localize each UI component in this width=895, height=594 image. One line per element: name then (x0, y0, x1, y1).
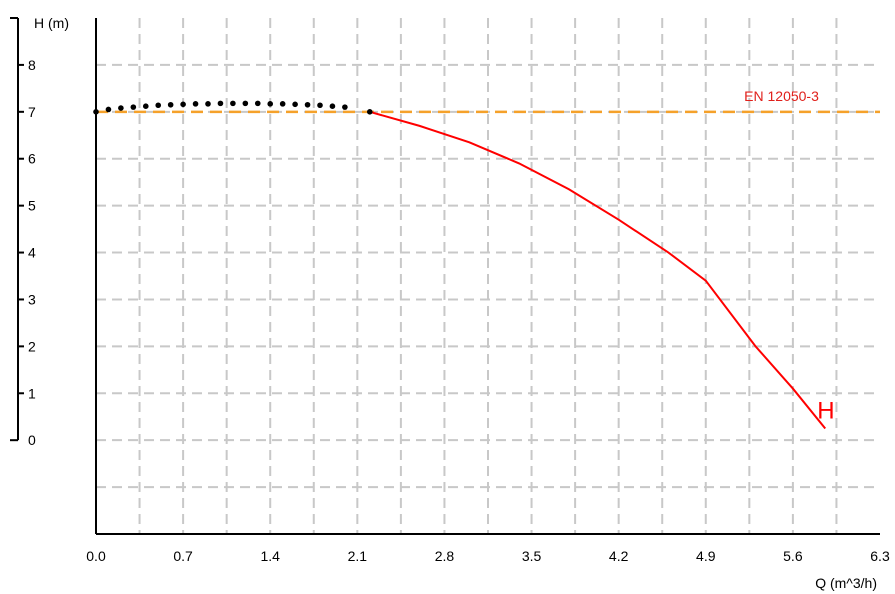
data-point (118, 105, 124, 111)
x-axis-label: Q (m^3/h) (815, 575, 877, 591)
y-tick-label: 8 (28, 57, 36, 73)
data-point (329, 103, 336, 109)
x-tick-label: 2.8 (435, 548, 455, 564)
grid-lines (96, 18, 880, 534)
data-point (205, 101, 211, 107)
x-tick-label: 1.4 (260, 548, 280, 564)
data-point (366, 109, 373, 115)
plot-series (93, 100, 827, 430)
data-point (217, 100, 224, 107)
data-point (155, 102, 162, 109)
data-point (142, 103, 149, 109)
x-tick-label: 0.7 (173, 548, 193, 564)
y-tick-label: 5 (28, 198, 36, 214)
x-tick-label: 4.2 (609, 548, 629, 564)
x-tick-label: 2.1 (348, 548, 368, 564)
data-point (279, 101, 286, 107)
data-point (242, 100, 249, 107)
x-tick-label: 3.5 (522, 548, 542, 564)
data-point (105, 106, 112, 113)
y-tick-label: 2 (28, 338, 36, 354)
data-point (130, 104, 137, 110)
y-tick-label: 4 (28, 245, 36, 261)
axes: 0 1 2 3 4 5 6 7 8 0.0 0.7 1.4 2.1 2.8 3.5 4.2 4.9 5.6 6.3 (10, 17, 890, 564)
labels: H H (m) Q (m^3/h) (34, 15, 877, 591)
series-label-h: H (817, 397, 834, 424)
data-point (192, 101, 199, 107)
x-tick-label: 4.9 (696, 548, 716, 564)
data-point (180, 101, 186, 108)
data-point (230, 100, 236, 107)
data-point (267, 101, 274, 107)
y-tick-label: 3 (28, 291, 36, 307)
data-point (317, 102, 323, 109)
x-tick-label: 6.3 (870, 548, 890, 564)
data-point (254, 100, 261, 107)
x-tick-label: 0.0 (86, 548, 106, 564)
x-tick-label: 5.6 (783, 548, 803, 564)
y-tick-label: 6 (28, 151, 36, 167)
y-tick-label: 7 (28, 104, 36, 120)
data-point (292, 101, 298, 108)
y-tick-label: 0 (28, 432, 36, 448)
reference-line-group: EN 12050-3 (96, 88, 880, 114)
data-point (167, 101, 174, 108)
y-tick-label: 1 (28, 385, 36, 401)
y-axis-label: H (m) (34, 15, 69, 31)
data-point (342, 104, 348, 110)
data-point (304, 101, 311, 108)
series-line-h (369, 110, 827, 430)
reference-line-label: EN 12050-3 (744, 88, 819, 104)
